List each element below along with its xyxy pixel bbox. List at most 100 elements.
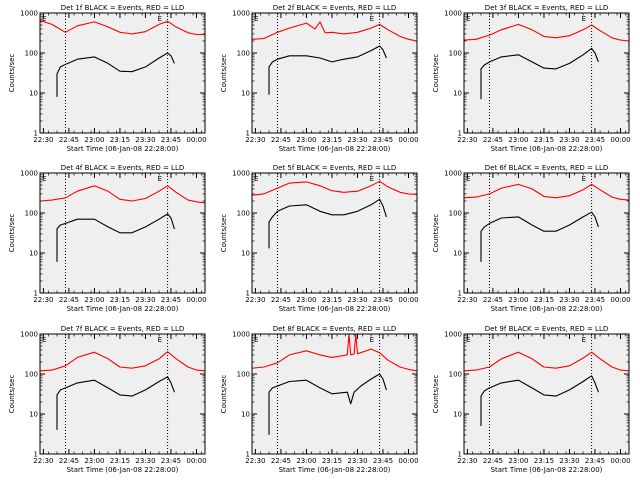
marker-e-left: E xyxy=(42,175,46,183)
panel-det-6: Det 6f BLACK = Events, RED = LLD 1 10 100 10… xyxy=(432,164,631,313)
events-series-line xyxy=(56,376,175,430)
plot-frame xyxy=(251,12,418,134)
plot-area xyxy=(40,334,205,454)
lld-series-line xyxy=(39,185,206,204)
x-tick-label: 23:45 xyxy=(373,296,393,304)
y-tick-label: 1 xyxy=(34,130,38,138)
x-tick-label: 22:45 xyxy=(483,296,503,304)
panel-title: Det 7f BLACK = Events, RED = LLD xyxy=(61,325,184,333)
y-tick-label: 100 xyxy=(449,50,462,58)
y-tick-label: 10 xyxy=(29,250,38,258)
panel-det-2: Det 2f BLACK = Events, RED = LLD 1 10 100 10… xyxy=(220,4,419,153)
x-tick-label: 22:30 xyxy=(245,457,265,465)
marker-e-right: E xyxy=(158,15,162,23)
x-tick-label: 23:00 xyxy=(296,296,316,304)
y-tick-label: 1 xyxy=(246,290,250,298)
plot-frame xyxy=(251,333,418,455)
x-tick-label: 23:30 xyxy=(347,457,367,465)
panel-det-3: Det 3f BLACK = Events, RED = LLD 1 10 100 10… xyxy=(432,4,631,153)
y-tick-label: 1000 xyxy=(444,10,462,18)
x-tick-label: 23:00 xyxy=(84,296,104,304)
x-tick-label: 23:30 xyxy=(559,457,579,465)
y-tick-label: 10 xyxy=(453,90,462,98)
x-tick-label: 23:15 xyxy=(110,136,130,144)
x-tick-label: 22:45 xyxy=(271,136,291,144)
x-tick-label: 23:15 xyxy=(322,136,342,144)
marker-e-left: E xyxy=(254,175,258,183)
x-axis-label: Start Time (06-Jan-08 22:28:00) xyxy=(491,145,603,153)
x-tick-label: 22:30 xyxy=(245,296,265,304)
y-axis-label: Counts/sec xyxy=(432,54,440,93)
y-axis-label: Counts/sec xyxy=(220,375,228,414)
x-axis-label: Start Time (06-Jan-08 22:28:00) xyxy=(279,466,391,474)
events-series-line xyxy=(480,47,599,100)
plot-area xyxy=(464,173,629,293)
x-tick-label: 22:45 xyxy=(59,296,79,304)
panel-title: Det 9f BLACK = Events, RED = LLD xyxy=(485,325,608,333)
x-tick-label: 23:00 xyxy=(508,296,528,304)
y-tick-label: 10 xyxy=(241,411,250,419)
plot-frame xyxy=(251,172,418,294)
plot-frame xyxy=(39,333,206,455)
plot-frame xyxy=(39,172,206,294)
x-tick-label: 22:30 xyxy=(33,457,53,465)
x-tick-label: 00:00 xyxy=(186,136,206,144)
plot-area xyxy=(464,334,629,454)
events-series-line xyxy=(268,373,387,435)
x-tick-label: 22:45 xyxy=(483,136,503,144)
x-tick-label: 00:00 xyxy=(398,457,418,465)
panel-title: Det 5f BLACK = Events, RED = LLD xyxy=(273,164,396,172)
events-series-line xyxy=(480,375,599,426)
marker-e-right: E xyxy=(582,15,586,23)
lld-series-line xyxy=(463,23,630,42)
plot-area xyxy=(464,13,629,133)
events-series-line xyxy=(56,213,175,262)
y-axis-label: Counts/sec xyxy=(8,214,16,253)
x-tick-label: 23:15 xyxy=(110,296,130,304)
y-tick-label: 10 xyxy=(453,250,462,258)
y-tick-label: 10 xyxy=(29,411,38,419)
marker-e-left: E xyxy=(466,336,470,344)
events-series-line xyxy=(56,52,175,97)
x-tick-label: 23:30 xyxy=(135,457,155,465)
events-series-line xyxy=(268,45,387,95)
y-tick-label: 1000 xyxy=(20,331,38,339)
x-tick-label: 22:45 xyxy=(271,296,291,304)
marker-e-left: E xyxy=(42,15,46,23)
panel-det-9: Det 9f BLACK = Events, RED = LLD 1 10 100 10… xyxy=(432,325,631,474)
x-tick-label: 22:30 xyxy=(33,136,53,144)
x-tick-label: 23:00 xyxy=(508,457,528,465)
x-tick-label: 23:00 xyxy=(296,457,316,465)
x-tick-label: 22:30 xyxy=(457,457,477,465)
y-tick-label: 1 xyxy=(458,290,462,298)
x-tick-label: 23:15 xyxy=(534,136,554,144)
x-tick-label: 22:45 xyxy=(483,457,503,465)
panel-title: Det 4f BLACK = Events, RED = LLD xyxy=(61,164,184,172)
panel-det-4: Det 4f BLACK = Events, RED = LLD 1 10 100 10… xyxy=(8,164,207,313)
x-tick-label: 23:15 xyxy=(534,296,554,304)
events-series-line xyxy=(480,211,599,262)
y-tick-label: 100 xyxy=(237,371,250,379)
x-tick-label: 23:30 xyxy=(135,296,155,304)
panel-title: Det 2f BLACK = Events, RED = LLD xyxy=(273,4,396,12)
x-axis-label: Start Time (06-Jan-08 22:28:00) xyxy=(279,305,391,313)
x-tick-label: 22:30 xyxy=(457,136,477,144)
marker-e-left: E xyxy=(466,15,470,23)
x-tick-label: 00:00 xyxy=(610,457,630,465)
y-axis-label: Counts/sec xyxy=(220,214,228,253)
y-tick-label: 100 xyxy=(449,210,462,218)
marker-e-left: E xyxy=(254,336,258,344)
x-tick-label: 23:45 xyxy=(373,136,393,144)
x-axis-label: Start Time (06-Jan-08 22:28:00) xyxy=(67,145,179,153)
y-tick-label: 1 xyxy=(458,451,462,459)
y-tick-label: 10 xyxy=(241,90,250,98)
y-tick-label: 10 xyxy=(453,411,462,419)
y-tick-label: 1000 xyxy=(444,170,462,178)
y-axis-label: Counts/sec xyxy=(432,375,440,414)
x-tick-label: 22:30 xyxy=(457,296,477,304)
y-tick-label: 10 xyxy=(29,90,38,98)
x-tick-label: 23:45 xyxy=(161,457,181,465)
lld-series-line xyxy=(463,351,630,372)
panel-det-5: Det 5f BLACK = Events, RED = LLD 1 10 100 10… xyxy=(220,164,419,313)
